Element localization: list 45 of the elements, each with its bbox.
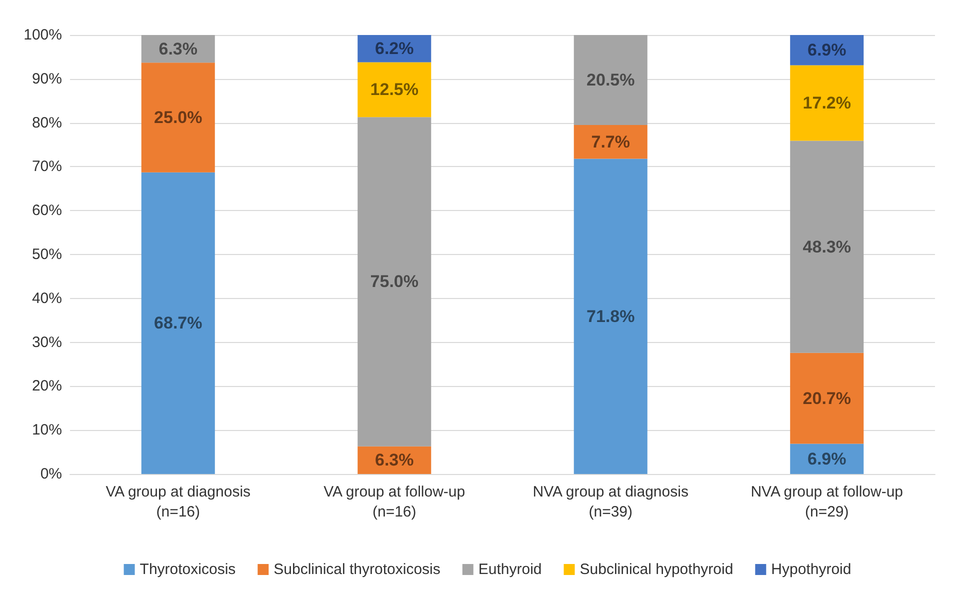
data-label: 7.7% <box>591 132 630 152</box>
data-label: 71.8% <box>586 306 635 326</box>
bar <box>790 140 864 353</box>
y-tick-label: 40% <box>32 290 62 307</box>
data-label: 25.0% <box>154 108 202 128</box>
y-tick-label: 10% <box>32 422 62 439</box>
x-tick-label: VA group at follow-up (n=16) <box>324 484 466 520</box>
y-tick-label: 60% <box>32 202 62 220</box>
bar <box>141 62 215 172</box>
y-tick-label: 0% <box>40 466 62 482</box>
data-label: 6.9% <box>808 40 846 60</box>
bar <box>790 65 864 141</box>
data-label: 68.7% <box>154 314 202 333</box>
y-tick-label: 100% <box>24 26 62 44</box>
y-tick-label: 90% <box>32 70 62 88</box>
y-tick-label: 30% <box>32 334 62 351</box>
bar <box>358 62 432 118</box>
bar <box>574 158 648 474</box>
data-label: 20.5% <box>586 70 635 90</box>
data-label: 48.3% <box>802 237 851 256</box>
data-label: 12.5% <box>370 80 418 100</box>
y-tick-label: 80% <box>32 114 62 132</box>
bar <box>358 117 432 446</box>
x-tick-label: VA group at diagnosis (n=16) <box>106 484 251 520</box>
y-tick-label: 70% <box>32 158 62 176</box>
legend-label: Thyrotoxicosis <box>140 561 236 578</box>
y-tick-label: 20% <box>32 378 62 395</box>
data-label: 75.0% <box>370 272 418 292</box>
legend-label: Subclinical hypothyroid <box>580 561 734 578</box>
data-label: 6.9% <box>808 449 846 468</box>
bar <box>574 124 648 159</box>
y-tick-label: 50% <box>32 246 62 263</box>
data-label: 20.7% <box>802 388 851 408</box>
bar <box>141 172 215 474</box>
x-tick-label: NVA group at diagnosis (n=39) <box>532 484 688 520</box>
data-label: 17.2% <box>802 94 851 113</box>
legend-label: Euthyroid <box>478 561 542 578</box>
bar <box>574 35 648 125</box>
data-label: 6.3% <box>158 39 198 58</box>
data-label: 6.3% <box>375 450 414 470</box>
data-label: 6.2% <box>375 39 414 58</box>
legend-label: Subclinical thyrotoxicosis <box>274 561 440 578</box>
x-tick-label: NVA group at follow-up (n=29) <box>750 484 904 520</box>
bar <box>790 352 864 444</box>
legend-label: Hypothyroid <box>771 561 852 578</box>
